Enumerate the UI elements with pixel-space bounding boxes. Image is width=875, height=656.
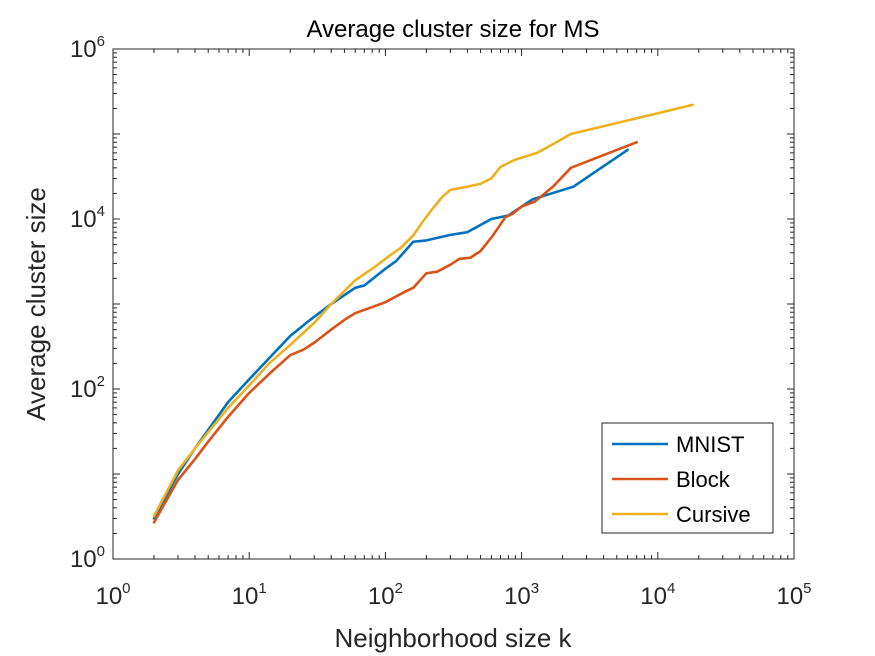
x-tick-label: 101 bbox=[232, 580, 267, 610]
x-tick-label: 100 bbox=[95, 580, 130, 610]
series-lines bbox=[152, 103, 694, 524]
chart-title: Average cluster size for MS bbox=[306, 16, 599, 43]
legend-label-cursive: Cursive bbox=[676, 502, 751, 527]
x-tick-labels: 100 101 102 103 104 105 bbox=[95, 580, 811, 610]
y-minor-ticks bbox=[113, 52, 794, 534]
series-line-block bbox=[152, 140, 639, 524]
x-tick-label: 104 bbox=[640, 580, 675, 610]
x-tick-label: 105 bbox=[776, 580, 811, 610]
x-tick-label: 103 bbox=[504, 580, 539, 610]
legend: MNIST Block Cursive bbox=[601, 422, 774, 534]
y-tick-label: 102 bbox=[70, 373, 105, 403]
legend-label-mnist: MNIST bbox=[676, 432, 744, 457]
legend-label-block: Block bbox=[676, 467, 731, 492]
axes-box bbox=[112, 48, 795, 560]
x-tick-label: 102 bbox=[368, 580, 403, 610]
y-tick-label: 106 bbox=[70, 33, 105, 63]
y-tick-label: 104 bbox=[70, 203, 105, 233]
y-axis-label: Average cluster size bbox=[21, 187, 51, 421]
y-tick-label: 100 bbox=[70, 543, 105, 573]
x-minor-ticks bbox=[153, 49, 789, 559]
y-tick-labels: 100 102 104 106 bbox=[70, 33, 105, 573]
series-line-cursive bbox=[152, 103, 694, 518]
series-line-mnist bbox=[152, 148, 629, 520]
x-axis-label: Neighborhood size k bbox=[334, 623, 572, 653]
